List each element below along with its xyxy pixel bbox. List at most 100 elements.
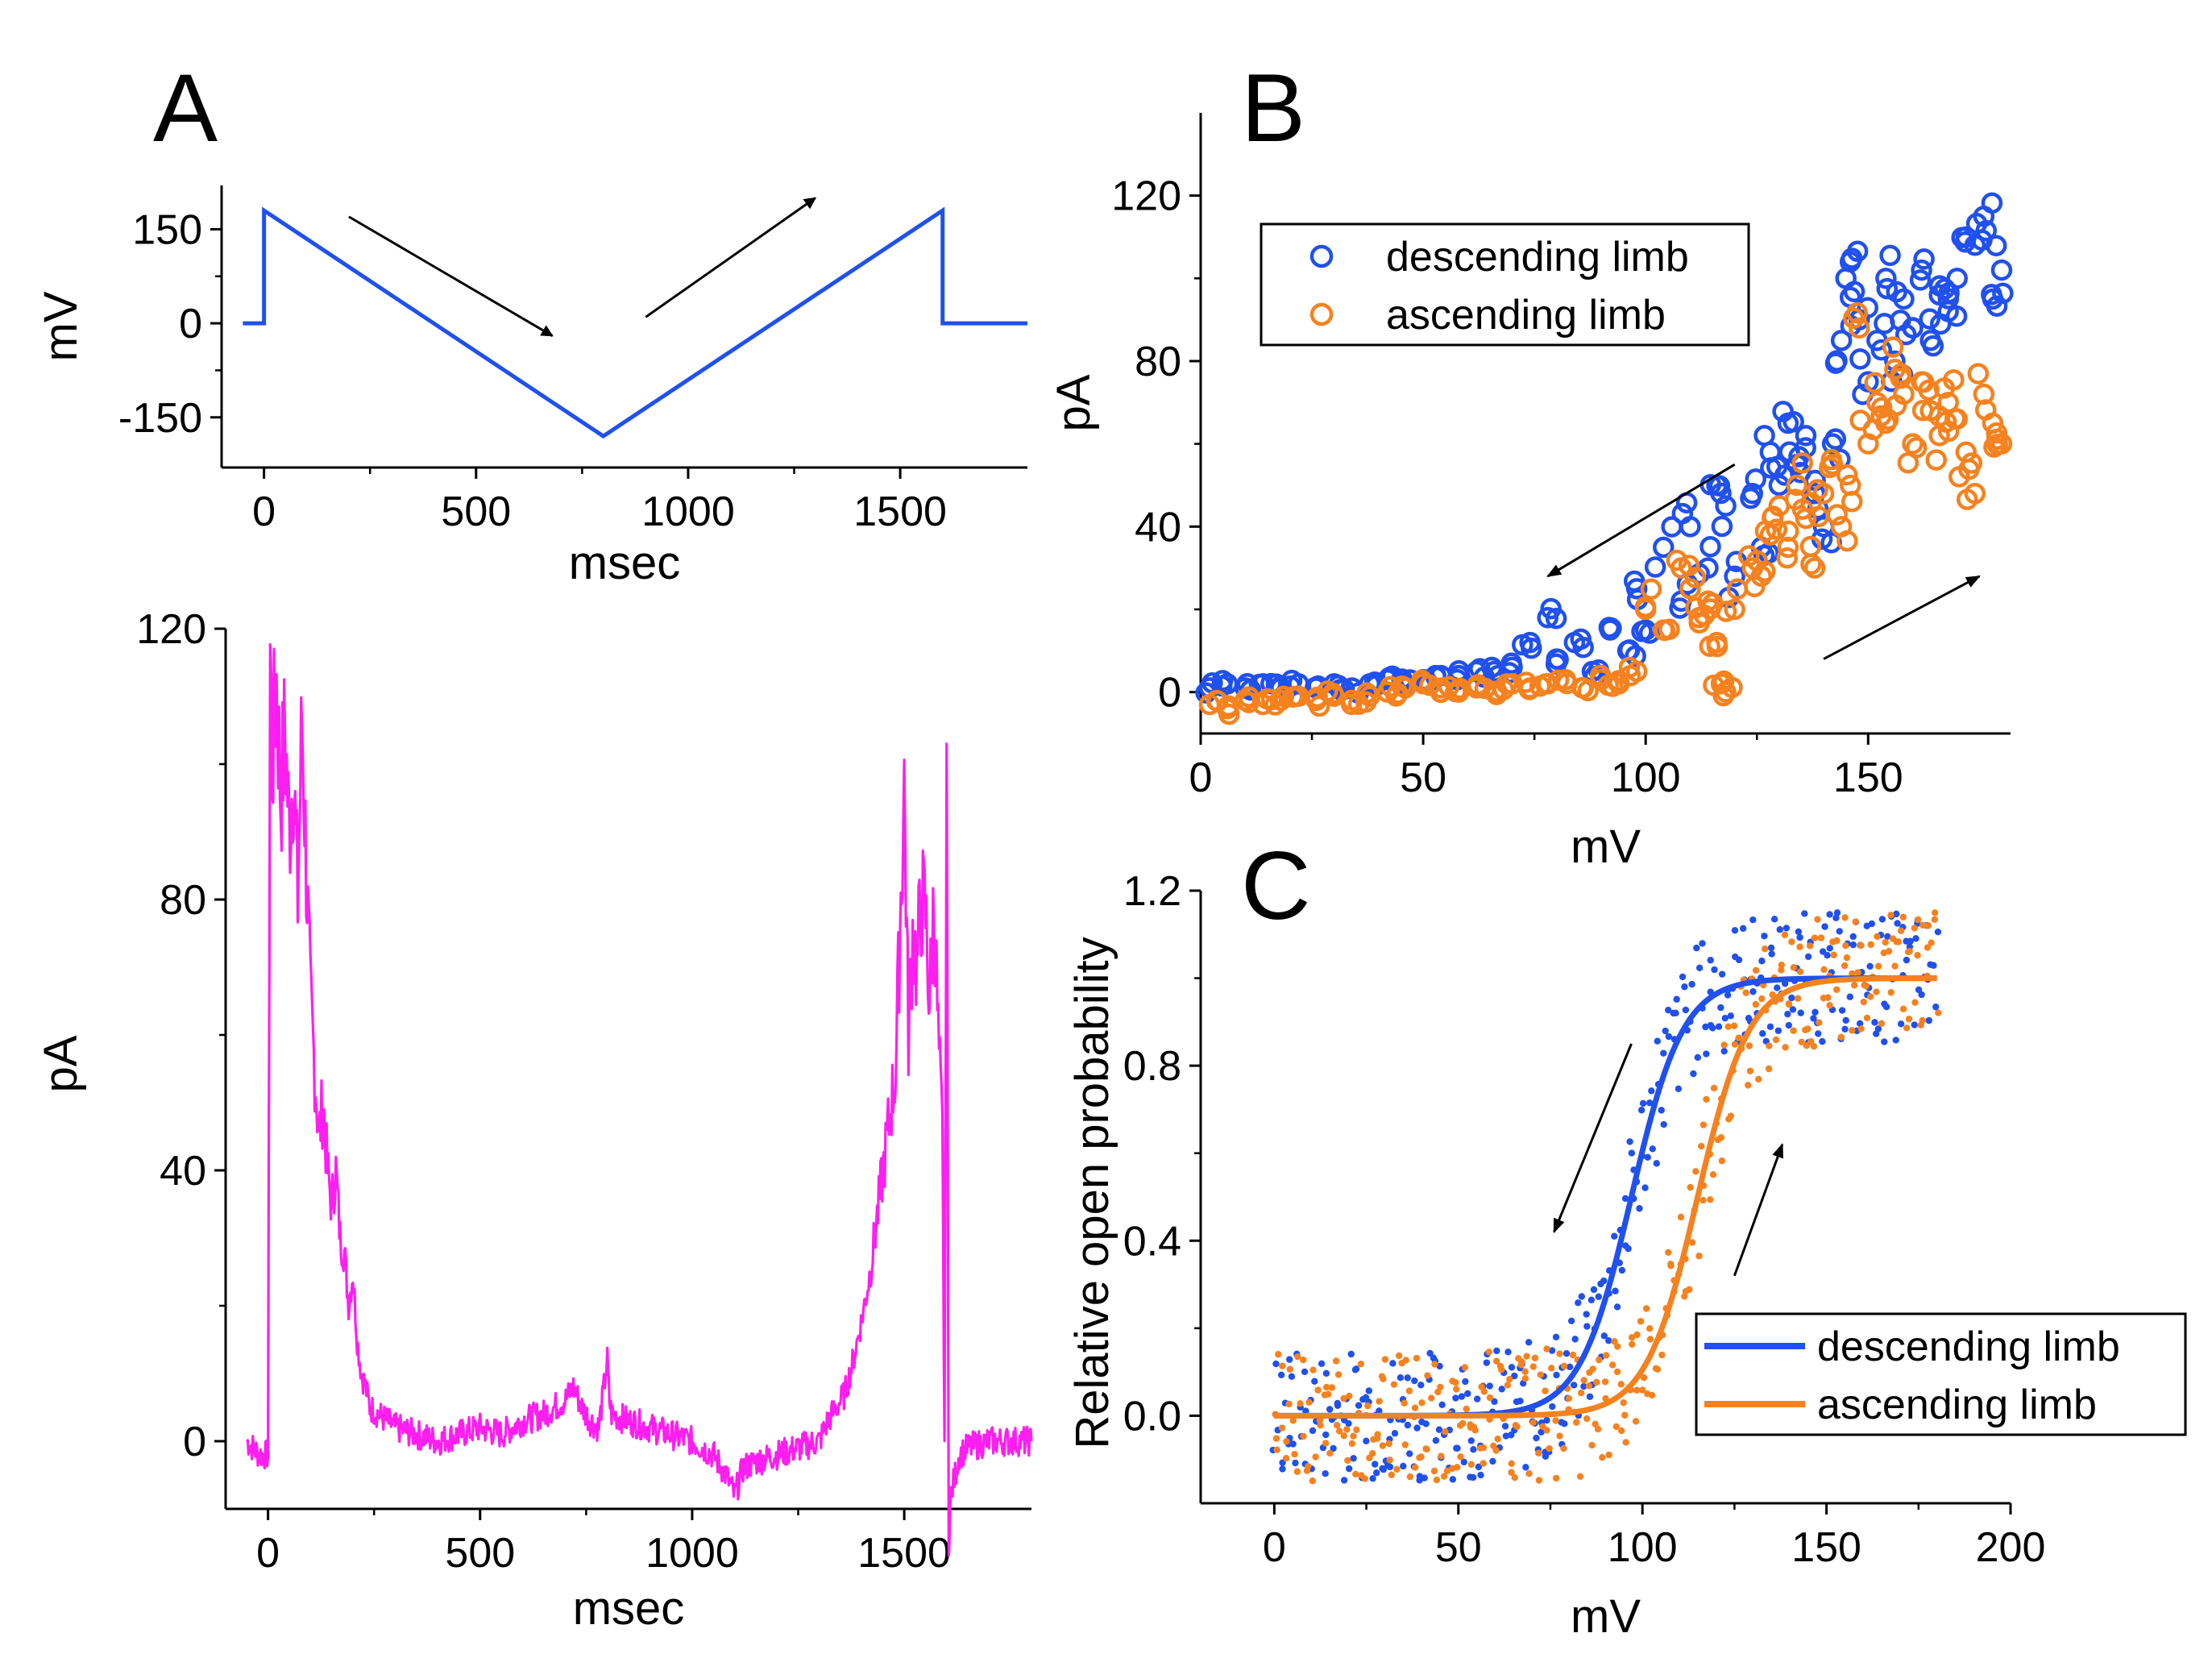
data-point-descending <box>1990 259 2013 281</box>
y-tick-label: 0 <box>1158 670 1181 717</box>
data-point-ascending <box>1776 546 1799 569</box>
data-dot-descending <box>1681 983 1688 991</box>
data-point-ascending <box>1679 578 1701 600</box>
data-dot-descending <box>1897 1020 1905 1028</box>
data-dot-ascending <box>1820 966 1828 974</box>
data-point-ascending <box>1967 363 1990 384</box>
legend-marker-descending <box>1309 244 1334 268</box>
data-point-ascending <box>1836 530 1858 552</box>
data-point-descending <box>1772 401 1794 422</box>
data-point-ascending <box>1535 673 1557 695</box>
data-dot-descending <box>1884 933 1891 941</box>
x-tick-label: 100 <box>1608 1524 1678 1571</box>
data-dot-ascending <box>1903 1024 1911 1032</box>
x-tick-label: 1000 <box>645 1530 739 1577</box>
data-dot-ascending <box>1340 1432 1347 1440</box>
data-dot-descending <box>1660 1120 1667 1128</box>
direction-arrow <box>1733 1143 1784 1277</box>
data-dot-ascending <box>1849 1027 1856 1034</box>
data-dot-descending <box>1804 953 1812 961</box>
data-dot-ascending <box>1772 1036 1780 1044</box>
data-point-ascending <box>1721 676 1743 699</box>
data-point-descending <box>1547 649 1569 671</box>
data-dot-ascending <box>1745 1082 1752 1089</box>
data-dot-descending <box>1824 951 1831 959</box>
data-dot-descending <box>1486 1382 1493 1390</box>
data-dot-ascending <box>1289 1417 1297 1424</box>
data-dot-ascending <box>1782 1044 1789 1051</box>
data-dot-ascending <box>1860 998 1868 1006</box>
data-dot-descending <box>1452 1394 1459 1402</box>
data-dot-descending <box>1600 1332 1608 1340</box>
data-dot-descending <box>1707 957 1714 964</box>
data-point-ascending <box>1706 635 1729 658</box>
data-dot-ascending <box>1463 1405 1470 1413</box>
data-dot-ascending <box>1867 993 1874 1000</box>
data-dot-descending <box>1720 1047 1728 1055</box>
data-dot-ascending <box>1707 1196 1714 1203</box>
data-dot-ascending <box>1344 1456 1351 1465</box>
data-dot-ascending <box>1497 1366 1505 1373</box>
data-dot-ascending <box>1334 1371 1343 1378</box>
data-dot-ascending <box>1911 925 1919 932</box>
data-dot-ascending <box>1833 986 1841 993</box>
data-point-ascending <box>1317 680 1338 702</box>
panel-a-voltage-chart: 0 500 1000 1500 -150 0 150 msec mV <box>35 185 1027 589</box>
data-dot-ascending <box>1752 966 1760 974</box>
data-point-ascending <box>1800 553 1822 576</box>
data-dot-descending <box>1759 1030 1766 1037</box>
data-point-ascending <box>1746 550 1768 572</box>
current-trace-line <box>246 642 1033 1557</box>
data-dot-descending <box>1815 1030 1822 1037</box>
data-dot-ascending <box>1803 1041 1811 1049</box>
data-dot-descending <box>1372 1461 1379 1468</box>
data-dot-descending <box>1727 1012 1735 1020</box>
data-dot-ascending <box>1798 1038 1805 1046</box>
data-point-descending <box>1671 502 1694 525</box>
data-dot-descending <box>1675 1085 1683 1093</box>
data-dot-ascending <box>1504 1382 1512 1389</box>
data-point-ascending <box>1272 685 1295 708</box>
fit-curve-ascending <box>1274 975 1937 1419</box>
data-dot-ascending <box>1895 938 1903 945</box>
data-dot-descending <box>1567 1317 1575 1324</box>
y-tick-label: 0.0 <box>1123 1393 1181 1440</box>
data-dot-ascending <box>1322 1383 1330 1391</box>
data-dot-descending <box>1501 1423 1509 1430</box>
data-dot-ascending <box>1542 1387 1549 1394</box>
direction-arrow <box>1823 575 1981 660</box>
data-dot-ascending <box>1727 1112 1735 1120</box>
data-dot-ascending <box>1601 1378 1609 1386</box>
data-dot-ascending <box>1275 1351 1282 1358</box>
data-dot-ascending <box>1511 1474 1519 1481</box>
data-point-ascending <box>1826 504 1848 526</box>
data-point-ascending <box>1882 336 1904 358</box>
data-dot-descending <box>1454 1444 1461 1452</box>
data-dot-descending <box>1587 1296 1596 1304</box>
data-dot-descending <box>1460 1458 1467 1466</box>
data-dot-ascending <box>1878 1020 1886 1028</box>
data-dot-ascending <box>1646 1324 1654 1332</box>
data-dot-ascending <box>1279 1362 1286 1369</box>
data-dot-ascending <box>1755 1075 1762 1083</box>
direction-arrow <box>645 197 817 318</box>
data-dot-ascending <box>1560 1362 1568 1369</box>
data-dot-ascending <box>1862 983 1870 990</box>
data-point-descending <box>1500 652 1522 674</box>
data-dot-ascending <box>1608 1361 1616 1369</box>
data-dot-ascending <box>1758 995 1766 1003</box>
data-dot-ascending <box>1891 962 1899 970</box>
data-dot-descending <box>1693 944 1700 952</box>
data-dot-descending <box>1653 1160 1660 1167</box>
data-dot-descending <box>1735 956 1743 964</box>
data-dot-descending <box>1355 1402 1363 1409</box>
data-dot-ascending <box>1294 1353 1301 1361</box>
data-dot-ascending <box>1914 916 1922 924</box>
data-dot-ascending <box>1811 934 1819 941</box>
data-dot-ascending <box>1535 1477 1543 1484</box>
data-dot-ascending <box>1424 1372 1431 1379</box>
data-point-descending <box>1826 350 1848 372</box>
data-dot-descending <box>1718 970 1726 978</box>
data-dot-ascending <box>1857 1025 1865 1033</box>
